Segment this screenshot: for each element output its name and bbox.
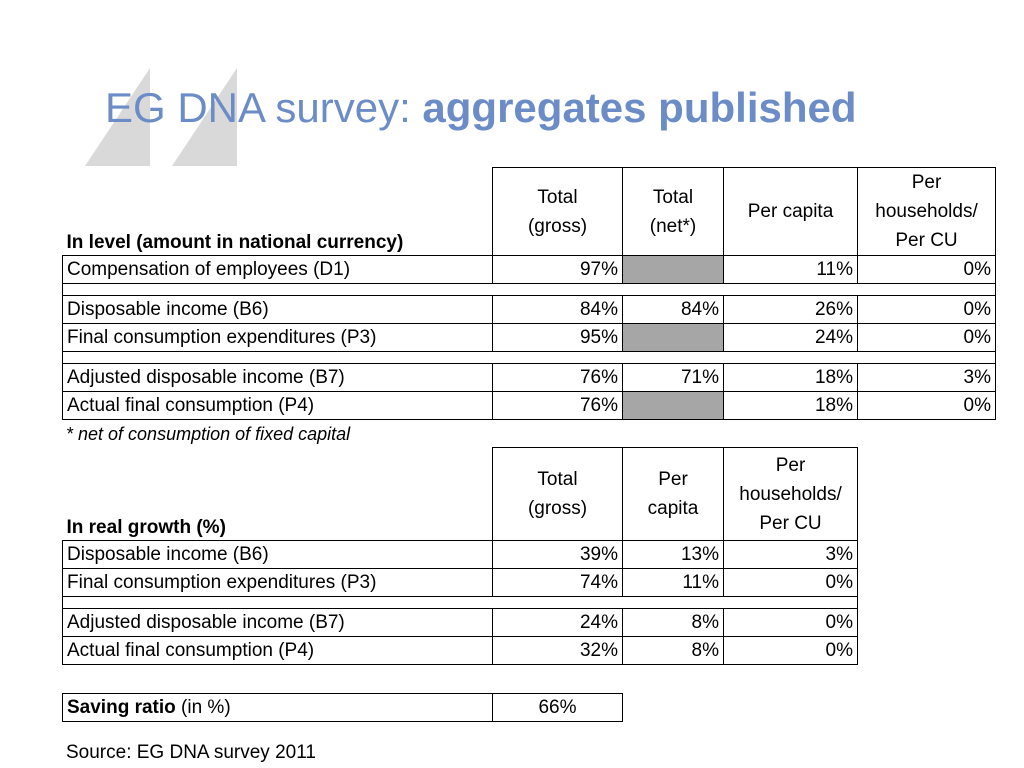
value-cell: 71% — [622, 363, 724, 392]
value-cell: 84% — [492, 295, 623, 324]
value-cell: 11% — [723, 255, 858, 284]
title-bold: aggregates published — [422, 84, 857, 131]
saving-row: Saving ratio (in %) 66% — [62, 693, 623, 722]
data-row: Adjusted disposable income (B7) 24% 8% 0% — [62, 608, 858, 637]
column-header: Per households/ Per CU — [857, 167, 996, 256]
row-label: Adjusted disposable income (B7) — [62, 608, 493, 637]
saving-unit: (in %) — [175, 696, 231, 718]
blank-cell — [622, 255, 724, 284]
value-cell: 0% — [857, 391, 996, 420]
data-row: Final consumption expenditures (P3) 95% 24… — [62, 323, 996, 352]
column-header: Per households/ Per CU — [723, 447, 858, 541]
value-cell: 13% — [622, 540, 724, 569]
spacer-cell — [492, 351, 623, 364]
spacer-cell — [492, 283, 623, 296]
value-cell: 0% — [723, 608, 858, 637]
source: Source: EG DNA survey 2011 — [66, 742, 316, 763]
column-header: Total (gross) — [492, 167, 623, 256]
spacer-cell — [723, 596, 858, 609]
value-cell: 76% — [492, 391, 623, 420]
value-cell: 39% — [492, 540, 623, 569]
spacer-row — [62, 283, 996, 296]
row-label: Disposable income (B6) — [62, 540, 493, 569]
value-cell: 8% — [622, 608, 724, 637]
value-cell: 0% — [857, 295, 996, 324]
header-row: In real growth (%) Total (gross) Per capit… — [62, 447, 858, 541]
row-label: Actual final consumption (P4) — [62, 391, 493, 420]
value-cell: 3% — [857, 363, 996, 392]
row-label: Disposable income (B6) — [62, 295, 493, 324]
column-header: Per capita — [622, 447, 724, 541]
spacer-cell — [492, 596, 623, 609]
data-row: Adjusted disposable income (B7) 76% 71% 18%… — [62, 363, 996, 392]
spacer-row — [62, 351, 996, 364]
blank-cell — [622, 323, 724, 352]
data-row: Disposable income (B6) 39% 13% 3% — [62, 540, 858, 569]
spacer-cell — [723, 283, 858, 296]
spacer-cell — [62, 283, 493, 296]
value-cell: 74% — [492, 568, 623, 597]
value-cell: 97% — [492, 255, 623, 284]
value-cell: 18% — [723, 391, 858, 420]
value-cell: 24% — [723, 323, 858, 352]
row-label: Final consumption expenditures (P3) — [62, 323, 493, 352]
value-cell: 18% — [723, 363, 858, 392]
spacer-cell — [62, 351, 493, 364]
data-row: Actual final consumption (P4) 32% 8% 0% — [62, 636, 858, 665]
value-cell: 95% — [492, 323, 623, 352]
quote-decoration — [85, 68, 237, 166]
spacer-cell — [622, 351, 724, 364]
column-header: Per capita — [723, 167, 858, 256]
slide-title: EG DNA survey: aggregates published — [105, 84, 857, 132]
value-cell: 24% — [492, 608, 623, 637]
value-cell: 84% — [622, 295, 724, 324]
row-label: Compensation of employees (D1) — [62, 255, 493, 284]
spacer-cell — [622, 596, 724, 609]
spacer-cell — [857, 351, 996, 364]
data-row: Final consumption expenditures (P3) 74% 11… — [62, 568, 858, 597]
value-cell: 0% — [857, 255, 996, 284]
value-cell: 76% — [492, 363, 623, 392]
table-heading: In level (amount in national currency) — [62, 167, 493, 256]
saving-label: Saving ratio (in %) — [62, 693, 493, 722]
data-table: In real growth (%) Total (gross) Per capit… — [62, 447, 858, 665]
value-cell: 0% — [723, 636, 858, 665]
spacer-cell — [723, 351, 858, 364]
data-table: In level (amount in national currency) To… — [62, 167, 996, 420]
footnote: * net of consumption of fixed capital — [66, 424, 351, 444]
spacer-cell — [622, 283, 724, 296]
saving-table: Saving ratio (in %) 66% — [62, 693, 623, 722]
row-label: Actual final consumption (P4) — [62, 636, 493, 665]
spacer-row — [62, 596, 858, 609]
spacer-cell — [857, 283, 996, 296]
header-row: In level (amount in national currency) To… — [62, 167, 996, 256]
column-header: Total (gross) — [492, 447, 623, 541]
value-cell: 8% — [622, 636, 724, 665]
column-header: Total (net*) — [622, 167, 724, 256]
value-cell: 0% — [723, 568, 858, 597]
data-row: Actual final consumption (P4) 76% 18% 0% — [62, 391, 996, 420]
value-cell: 3% — [723, 540, 858, 569]
saving-value: 66% — [492, 693, 623, 722]
row-label: Final consumption expenditures (P3) — [62, 568, 493, 597]
data-row: Disposable income (B6) 84% 84% 26% 0% — [62, 295, 996, 324]
value-cell: 0% — [857, 323, 996, 352]
spacer-cell — [62, 596, 493, 609]
row-label: Adjusted disposable income (B7) — [62, 363, 493, 392]
saving-label-bold: Saving ratio — [67, 696, 176, 718]
value-cell: 11% — [622, 568, 724, 597]
table-heading: In real growth (%) — [62, 447, 493, 541]
blank-cell — [622, 391, 724, 420]
data-row: Compensation of employees (D1) 97% 11% 0% — [62, 255, 996, 284]
title-plain: EG DNA survey: — [105, 84, 423, 131]
value-cell: 32% — [492, 636, 623, 665]
value-cell: 26% — [723, 295, 858, 324]
